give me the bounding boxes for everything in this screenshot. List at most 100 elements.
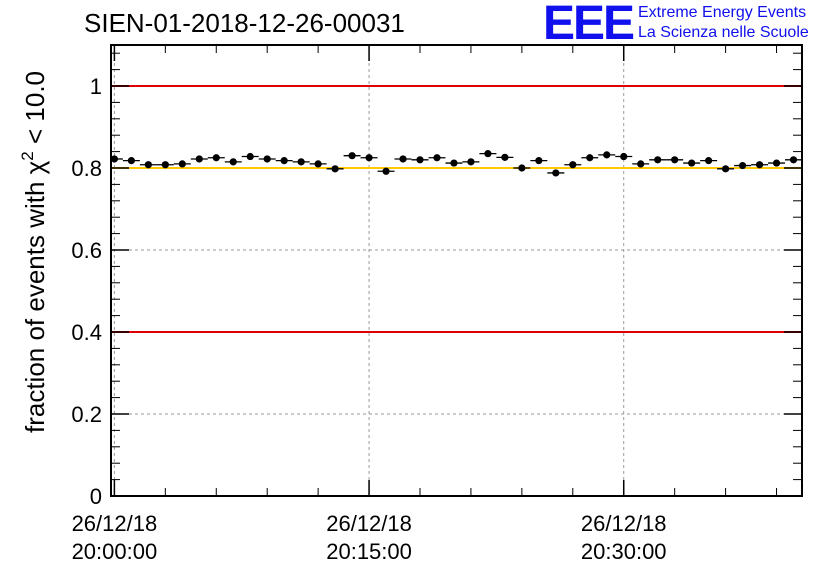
data-marker bbox=[705, 157, 713, 165]
grid-layer bbox=[111, 45, 802, 496]
data-marker bbox=[144, 161, 152, 169]
ticks-layer: 0 0.2 0.4 0.6 0.8 1 26/12/18 20:00:00 26/12/18 20… bbox=[71, 45, 802, 564]
data-point bbox=[751, 161, 769, 169]
data-marker bbox=[382, 167, 390, 175]
data-point bbox=[530, 157, 548, 165]
data-marker bbox=[110, 155, 118, 163]
y-tick-label: 0.4 bbox=[71, 320, 102, 345]
data-point bbox=[717, 165, 735, 173]
y-tick-label: 0.8 bbox=[71, 156, 102, 181]
data-marker bbox=[738, 161, 747, 170]
data-marker bbox=[365, 154, 373, 162]
y-axis-label-tail: < 10.0 bbox=[20, 71, 50, 151]
y-tick-label: 0 bbox=[90, 484, 102, 509]
data-point bbox=[326, 165, 344, 173]
data-marker bbox=[603, 151, 611, 159]
data-point bbox=[785, 156, 802, 164]
data-point bbox=[241, 152, 259, 161]
data-point bbox=[139, 161, 157, 169]
data-point bbox=[513, 164, 531, 172]
data-marker bbox=[721, 165, 730, 173]
data-marker bbox=[161, 161, 169, 169]
data-marker bbox=[484, 150, 492, 158]
data-marker bbox=[586, 154, 594, 162]
data-marker bbox=[399, 155, 407, 163]
x-tick-date: 26/12/18 bbox=[581, 511, 667, 536]
data-marker bbox=[688, 159, 696, 167]
plot-frame bbox=[110, 44, 803, 497]
data-marker bbox=[671, 156, 679, 164]
data-point bbox=[445, 159, 463, 167]
data-point bbox=[649, 156, 667, 164]
data-marker bbox=[772, 159, 781, 167]
data-point bbox=[258, 155, 276, 163]
x-tick-time: 20:30:00 bbox=[581, 539, 667, 564]
data-marker bbox=[501, 153, 509, 161]
data-marker bbox=[246, 152, 254, 161]
data-points-layer bbox=[110, 150, 802, 177]
data-marker bbox=[280, 157, 288, 165]
data-marker bbox=[297, 158, 305, 166]
data-marker bbox=[789, 156, 798, 164]
data-marker bbox=[518, 164, 526, 172]
data-marker bbox=[178, 160, 186, 168]
data-point bbox=[377, 167, 395, 175]
data-marker bbox=[569, 161, 577, 169]
data-point bbox=[496, 153, 514, 161]
data-point bbox=[734, 161, 752, 170]
data-marker bbox=[450, 159, 458, 167]
data-marker bbox=[348, 152, 356, 160]
data-marker bbox=[416, 156, 424, 164]
x-tick-date: 26/12/18 bbox=[72, 511, 158, 536]
data-marker bbox=[755, 161, 764, 169]
data-point bbox=[224, 158, 242, 166]
data-point bbox=[615, 152, 633, 161]
y-tick-label: 1 bbox=[90, 74, 102, 99]
x-tick-time: 20:00:00 bbox=[72, 539, 158, 564]
data-point bbox=[768, 159, 786, 167]
data-point bbox=[632, 160, 650, 168]
data-point bbox=[309, 160, 327, 168]
data-point bbox=[581, 154, 599, 162]
data-marker bbox=[263, 155, 271, 163]
y-tick-label: 0.2 bbox=[71, 402, 102, 427]
data-point bbox=[683, 159, 701, 167]
x-tick-date: 26/12/18 bbox=[326, 511, 412, 536]
chart-title: SIEN-01-2018-12-26-00031 bbox=[84, 8, 405, 38]
data-point bbox=[479, 150, 497, 158]
data-marker bbox=[212, 154, 220, 162]
data-marker bbox=[195, 155, 203, 163]
data-marker bbox=[127, 157, 135, 165]
data-point bbox=[190, 155, 208, 163]
data-marker bbox=[620, 152, 628, 161]
data-marker bbox=[552, 169, 560, 177]
data-point bbox=[462, 158, 480, 166]
x-tick-time: 20:15:00 bbox=[326, 539, 412, 564]
data-marker bbox=[433, 154, 441, 162]
eee-logo-mark: EEE bbox=[543, 0, 635, 50]
data-marker bbox=[637, 160, 645, 168]
data-point bbox=[598, 151, 616, 159]
data-marker bbox=[467, 158, 475, 166]
data-marker bbox=[229, 158, 237, 166]
y-axis-label-sup: 2 bbox=[18, 151, 37, 160]
data-point bbox=[411, 156, 429, 164]
data-point bbox=[292, 158, 310, 166]
data-point bbox=[547, 169, 565, 177]
data-point bbox=[360, 154, 378, 162]
data-marker bbox=[654, 156, 662, 164]
data-point bbox=[275, 157, 293, 165]
data-point bbox=[700, 157, 718, 165]
data-point bbox=[428, 154, 446, 162]
reference-lines-layer bbox=[111, 85, 802, 333]
y-axis-label: fraction of events with χ2 < 10.0 bbox=[18, 71, 50, 433]
logo-line-2: La Scienza nelle Scuole bbox=[638, 24, 809, 41]
logo-line-1: Extreme Energy Events bbox=[638, 4, 807, 21]
data-point bbox=[564, 161, 582, 169]
data-point bbox=[156, 161, 174, 169]
data-marker bbox=[314, 160, 322, 168]
data-point bbox=[110, 155, 123, 163]
data-point bbox=[343, 152, 361, 160]
data-point bbox=[207, 154, 225, 162]
